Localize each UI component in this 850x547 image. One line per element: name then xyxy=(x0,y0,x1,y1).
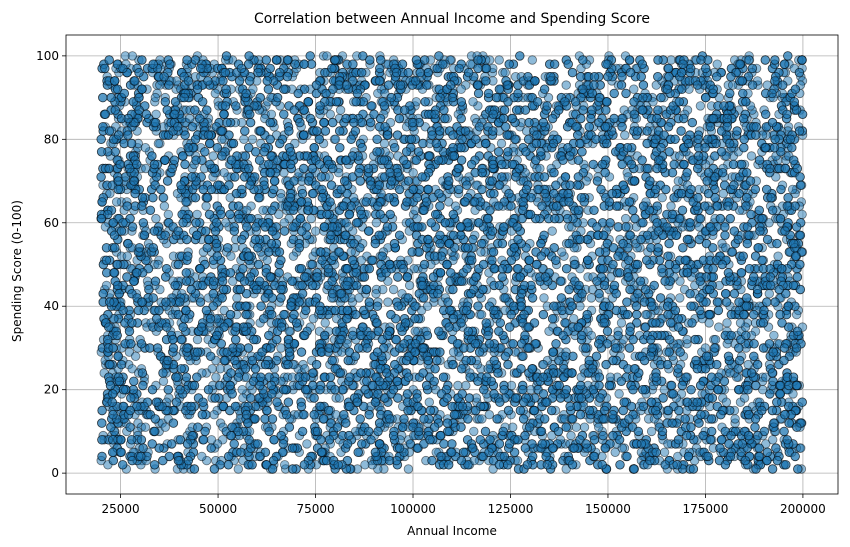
scatter-point xyxy=(682,334,692,345)
scatter-point xyxy=(616,318,627,328)
scatter-point xyxy=(500,67,510,78)
scatter-points xyxy=(96,51,808,474)
scatter-point xyxy=(561,80,571,90)
scatter-point xyxy=(535,163,545,174)
scatter-point xyxy=(311,226,321,236)
scatter-point xyxy=(248,84,258,94)
scatter-point xyxy=(620,130,630,140)
scatter-point xyxy=(456,84,466,94)
scatter-point xyxy=(320,318,330,328)
scatter-point xyxy=(586,293,597,303)
scatter-point xyxy=(469,426,479,437)
scatter-point xyxy=(796,443,806,453)
scatter-point xyxy=(158,192,169,203)
scatter-point xyxy=(140,422,151,432)
scatter-point xyxy=(461,380,471,391)
scatter-point xyxy=(388,284,399,295)
scatter-point xyxy=(215,364,225,374)
scatter-point xyxy=(621,213,631,224)
scatter-point xyxy=(557,247,567,257)
scatter-point xyxy=(404,280,415,291)
scatter-point xyxy=(722,318,732,328)
chart-title: Correlation between Annual Income and Sp… xyxy=(254,11,650,27)
scatter-point xyxy=(675,293,685,303)
scatter-point xyxy=(130,351,141,362)
scatter-point xyxy=(201,201,211,211)
scatter-point xyxy=(494,55,504,65)
scatter-point xyxy=(797,209,807,220)
scatter-point xyxy=(468,97,478,107)
scatter-point xyxy=(764,289,775,299)
scatter-point xyxy=(238,393,248,403)
scatter-point xyxy=(453,380,463,391)
scatter-point xyxy=(575,301,585,311)
scatter-point xyxy=(127,51,138,61)
scatter-point xyxy=(233,464,244,474)
scatter-point xyxy=(158,376,169,387)
scatter-point xyxy=(280,460,290,470)
scatter-point xyxy=(226,251,236,261)
scatter-point xyxy=(730,414,740,424)
scatter-point xyxy=(579,422,590,432)
scatter-point xyxy=(695,101,706,111)
scatter-point xyxy=(769,330,779,341)
scatter-point xyxy=(306,213,316,224)
scatter-point xyxy=(666,55,676,65)
scatter-point xyxy=(527,55,538,65)
